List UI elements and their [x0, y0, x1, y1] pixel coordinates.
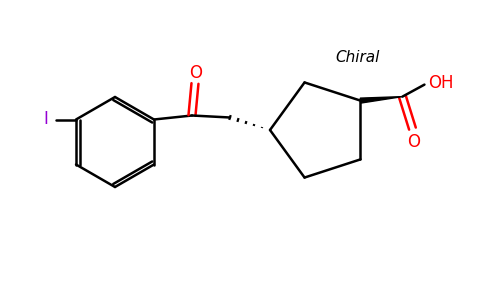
Polygon shape — [360, 97, 403, 103]
Text: I: I — [44, 110, 48, 128]
Text: Chiral: Chiral — [336, 50, 380, 64]
Text: OH: OH — [428, 74, 453, 92]
Text: O: O — [189, 64, 202, 82]
Text: O: O — [407, 133, 420, 151]
